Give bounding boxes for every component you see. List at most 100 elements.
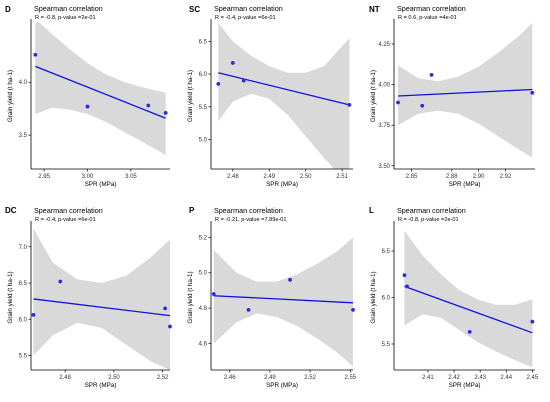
chart-title: Spearman correlation <box>34 4 103 13</box>
chart-subtitle: R = -0.4, p-value =6e-01 <box>35 217 96 223</box>
x-tick-label: 2.49 <box>264 375 276 381</box>
y-axis-label: Grain yield (t ha-1) <box>370 271 377 323</box>
data-point <box>230 61 235 65</box>
x-tick-label: 2.48 <box>227 174 239 180</box>
x-tick-label: 2.55 <box>344 375 356 381</box>
x-tick-label: 2.44 <box>500 375 512 381</box>
chart-title: Spearman correlation <box>214 206 283 215</box>
chart-subtitle: R = -0.4, p-value =6e-01 <box>215 15 276 21</box>
x-tick-label: 2.48 <box>59 375 71 381</box>
data-point <box>351 307 355 312</box>
regression-line <box>404 285 533 334</box>
y-axis-label: Grain yield (t ha-1) <box>187 70 194 122</box>
y-tick-label: 6.0 <box>382 296 391 302</box>
confidence-band <box>213 237 353 367</box>
data-point <box>168 324 172 329</box>
x-tick-label: 3.05 <box>125 174 137 180</box>
panel-label: P <box>189 206 195 215</box>
regression-line <box>218 72 350 106</box>
confidence-band <box>35 23 166 156</box>
chart-subtitle: R = 0.6, p-value =4e-01 <box>398 15 457 21</box>
x-tick-label: 2.42 <box>448 375 460 381</box>
chart-panel-sc: SC Spearman correlation R = -0.4, p-value … <box>187 4 353 188</box>
x-tick-label: 2.45 <box>527 375 539 381</box>
y-tick-label: 4.25 <box>378 42 390 48</box>
y-tick-label: 5.5 <box>382 342 391 348</box>
chart-title: Spearman correlation <box>397 206 466 215</box>
chart-panel-p: P Spearman correlation R = -0.21, p-value … <box>187 206 357 389</box>
y-axis-label: Grain yield (t ha-1) <box>7 70 14 122</box>
y-tick-label: 4.8 <box>199 306 208 312</box>
panel-label: D <box>5 5 11 14</box>
y-tick-label: 5.0 <box>199 138 208 144</box>
data-point <box>467 329 472 334</box>
chart-title: Spearman correlation <box>34 206 103 215</box>
chart-title: Spearman correlation <box>214 4 283 13</box>
y-tick-label: 5.2 <box>199 235 208 241</box>
x-tick-label: 2.88 <box>446 174 458 180</box>
data-point <box>288 277 292 282</box>
y-tick-label: 6.5 <box>19 281 28 287</box>
regression-line <box>35 65 166 119</box>
chart-subtitle: R = -0.8, p-value =2e-01 <box>35 15 96 21</box>
data-point <box>33 52 38 57</box>
data-point <box>429 73 434 77</box>
data-point <box>58 279 63 284</box>
x-axis-label: SPR (MPa) <box>85 382 117 389</box>
confidence-band <box>404 230 533 368</box>
x-tick-label: 2.95 <box>38 174 50 180</box>
data-point <box>396 100 400 105</box>
x-tick-label: 2.92 <box>500 174 512 180</box>
y-tick-label: 7.0 <box>19 245 28 251</box>
panel-label: SC <box>189 5 200 14</box>
y-tick-label: 4.6 <box>199 341 208 347</box>
y-axis-label: Grain yield (t ha-1) <box>7 271 14 323</box>
x-tick-label: 2.46 <box>224 375 236 381</box>
x-tick-label: 2.52 <box>304 375 316 381</box>
y-tick-label: 6.0 <box>199 72 208 78</box>
x-axis-label: SPR (MPa) <box>85 181 117 188</box>
y-tick-label: 3.75 <box>378 123 390 129</box>
x-tick-label: 2.50 <box>300 174 312 180</box>
y-tick-label: 5.5 <box>199 105 208 111</box>
data-point <box>530 319 535 324</box>
x-tick-label: 3.00 <box>82 174 94 180</box>
data-point <box>347 102 352 107</box>
x-tick-label: 2.49 <box>263 174 275 180</box>
confidence-band <box>33 228 170 370</box>
chart-panel-d: D Spearman correlation R = -0.8, p-value =… <box>5 4 170 188</box>
data-point <box>31 313 36 317</box>
x-tick-label: 2.85 <box>406 174 418 180</box>
data-point <box>146 103 151 108</box>
x-tick-label: 2.51 <box>336 174 348 180</box>
y-tick-label: 5.5 <box>19 354 28 360</box>
chart-subtitle: R = -0.21, p-value =7.89e-01 <box>215 217 287 223</box>
y-tick-label: 6.5 <box>199 39 208 45</box>
data-point <box>405 284 409 289</box>
y-tick-label: 6.0 <box>19 317 28 323</box>
data-point <box>211 292 216 296</box>
confidence-band <box>398 23 533 158</box>
chart-title: Spearman correlation <box>397 4 466 13</box>
data-point <box>163 306 168 311</box>
panel-label: NT <box>369 5 380 14</box>
x-axis-label: SPR (MPa) <box>449 382 481 389</box>
x-axis-label: SPR (MPa) <box>449 181 481 188</box>
data-point <box>402 273 407 278</box>
x-tick-label: 2.43 <box>474 375 486 381</box>
chart-subtitle: R = -0.8, p-value =2e-01 <box>398 217 459 223</box>
x-tick-label: 2.50 <box>108 375 120 381</box>
y-tick-label: 4.0 <box>19 80 28 86</box>
confidence-band <box>218 23 350 169</box>
x-tick-label: 2.41 <box>422 375 434 381</box>
data-point <box>241 78 246 83</box>
data-point <box>85 104 90 109</box>
panel-label: DC <box>5 206 17 215</box>
x-tick-label: 2.52 <box>157 375 169 381</box>
x-axis-label: SPR (MPa) <box>266 382 298 389</box>
chart-panel-nt: NT Spearman correlation R = 0.6, p-value =… <box>369 4 535 188</box>
y-axis-label: Grain yield (t ha-1) <box>187 271 194 323</box>
x-tick-label: 2.90 <box>473 174 485 180</box>
chart-panel-dc: DC Spearman correlation R = -0.4, p-value … <box>5 206 172 389</box>
y-tick-label: 6.5 <box>382 249 391 255</box>
